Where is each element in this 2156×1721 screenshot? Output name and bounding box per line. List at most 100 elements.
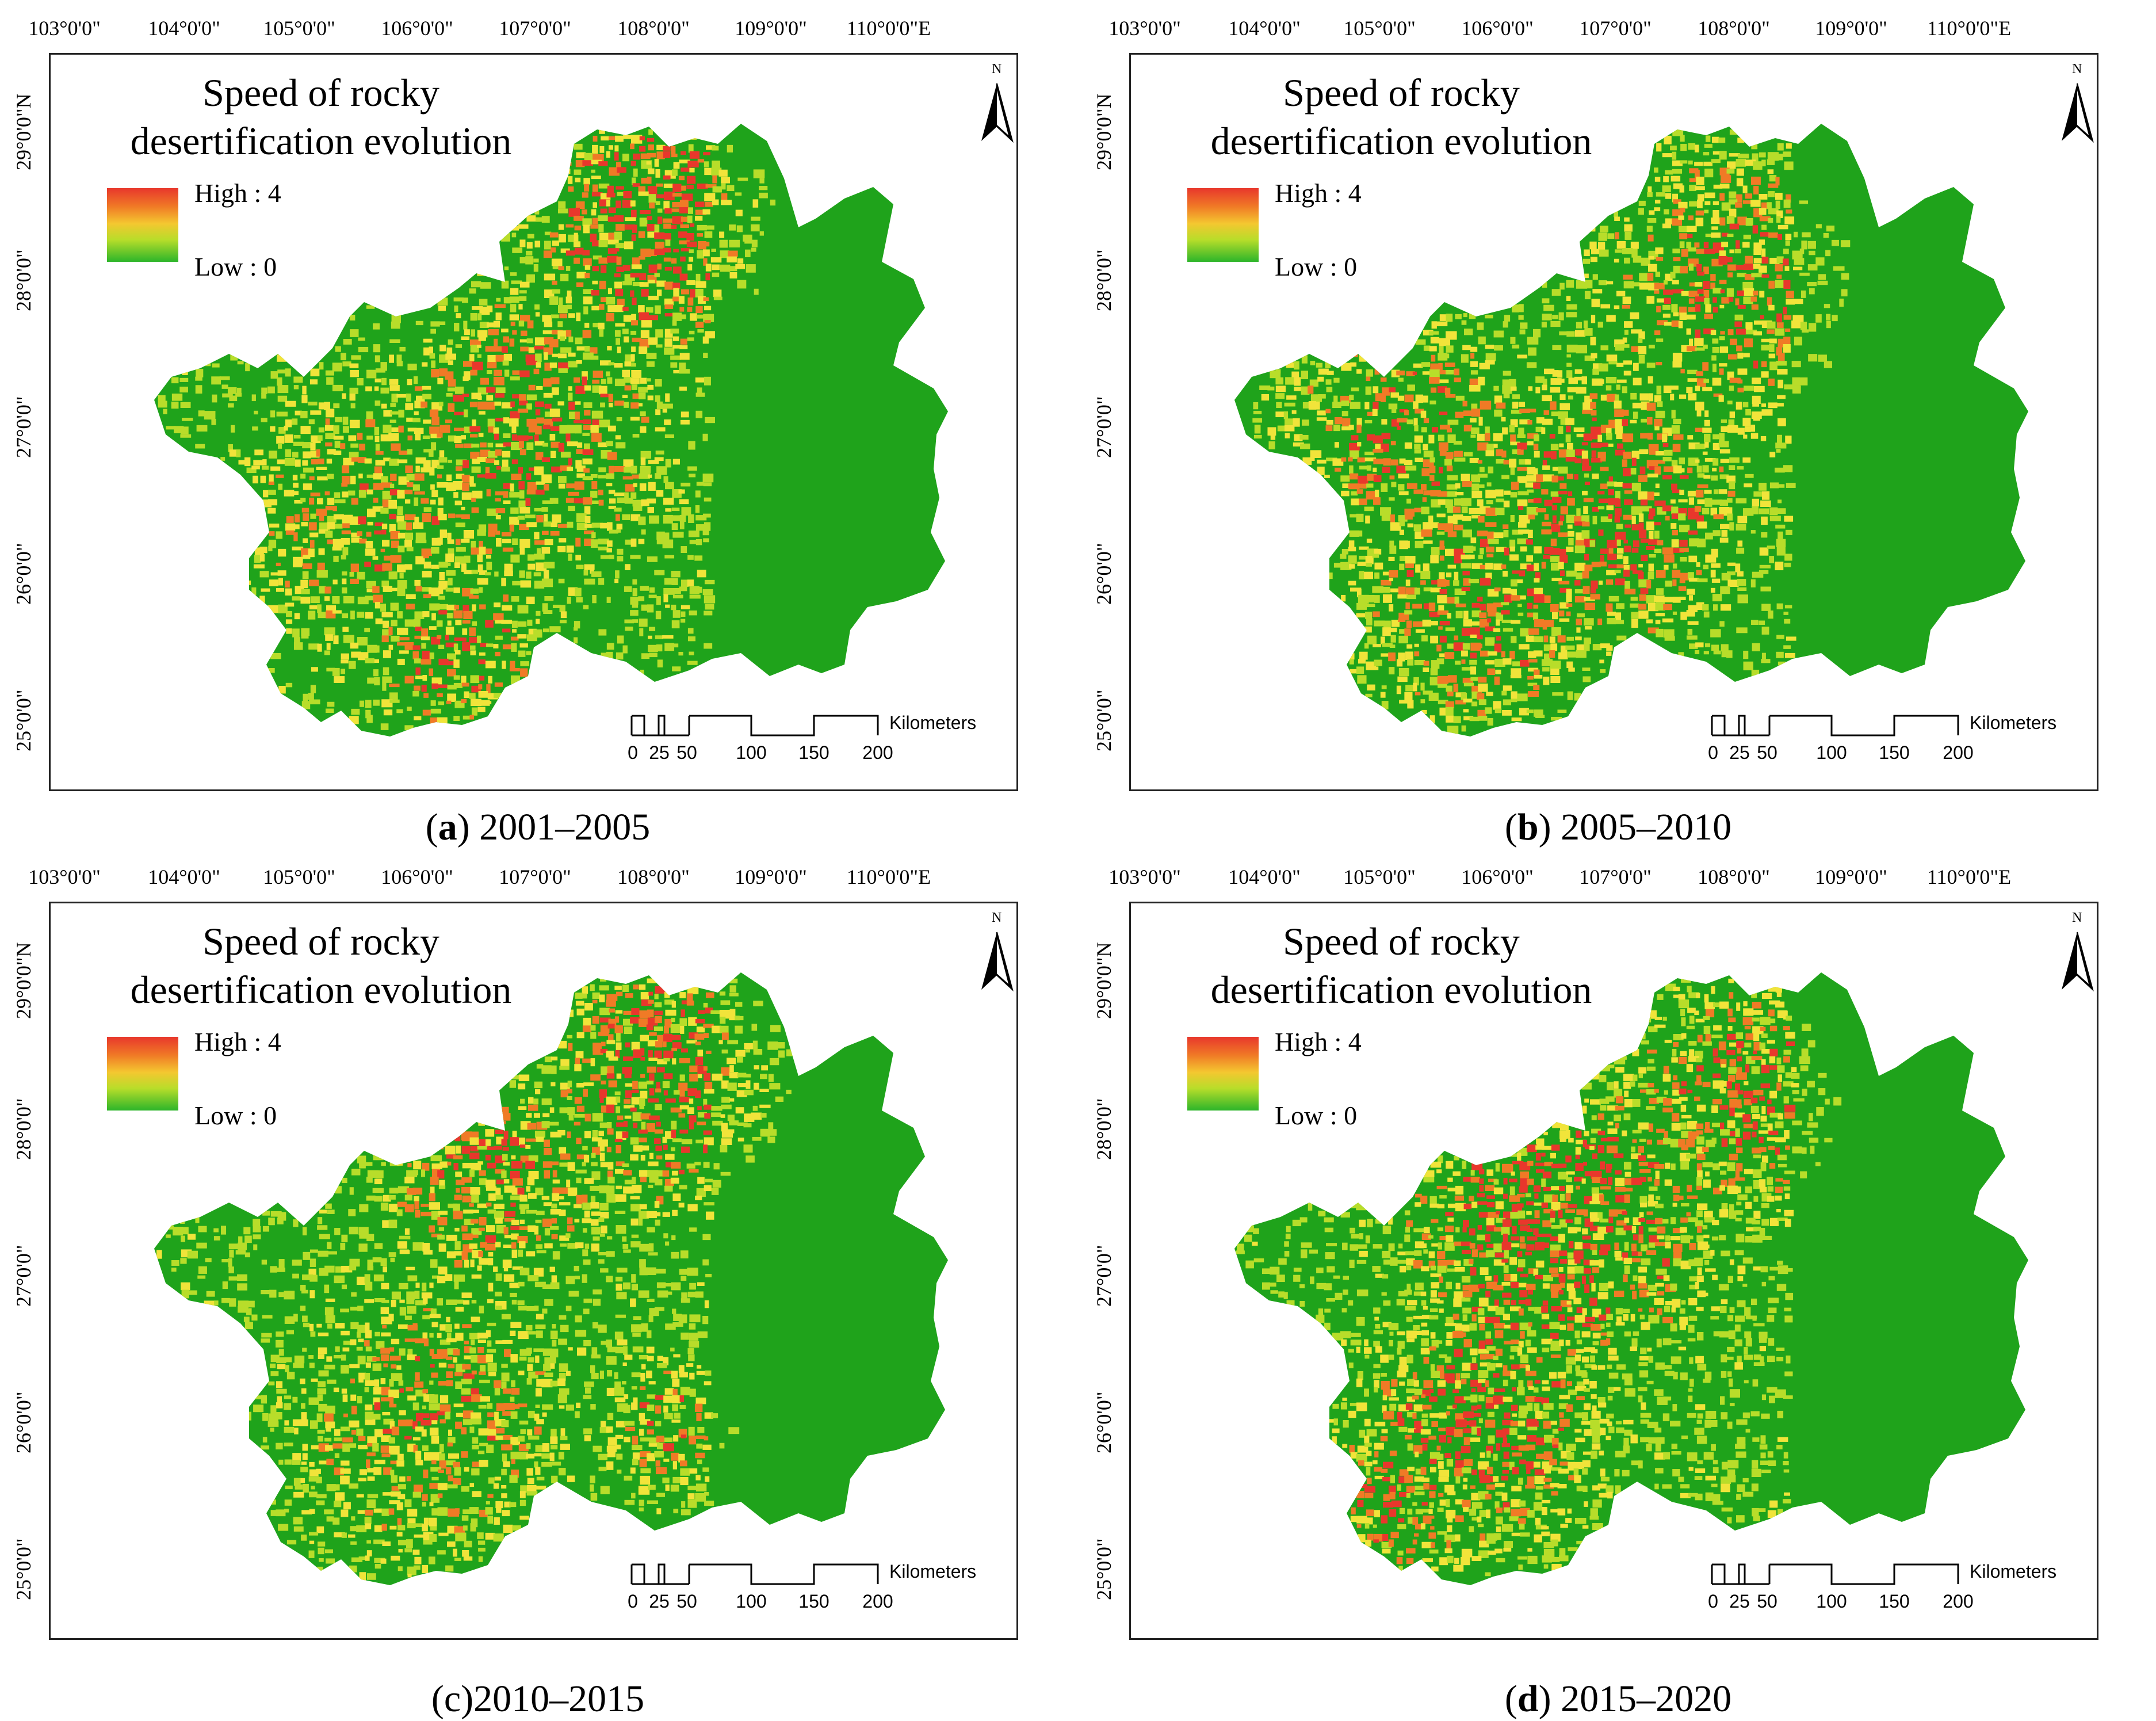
scale-tick-label: 200 <box>1943 742 1974 763</box>
speed-raster <box>156 975 793 1581</box>
north-arrow-icon <box>981 83 1014 143</box>
legend-high-label: High : 4 <box>1275 178 1362 208</box>
scale-tick-label: 200 <box>862 1591 893 1612</box>
scale-bar-graphic <box>630 1563 879 1585</box>
panel-letter: a <box>438 806 457 848</box>
scale-bar-graphic <box>1711 715 1959 737</box>
longitude-label: 108°0'0" <box>1698 17 1770 40</box>
longitude-label: 109°0'0" <box>735 865 807 888</box>
longitude-label: 104°0'0" <box>1228 865 1301 888</box>
north-label: N <box>2072 62 2082 77</box>
longitude-label: 107°0'0" <box>499 17 571 40</box>
scale-tick-label: 100 <box>736 742 767 763</box>
map-frame: Speed of rocky desertification evolution… <box>1129 902 2098 1640</box>
panel-period: 2005–2010 <box>1551 806 1732 848</box>
longitude-label: 106°0'0" <box>1461 17 1534 40</box>
north-label: N <box>992 62 1002 77</box>
latitude-label: 26°0'0" <box>1092 543 1115 605</box>
longitude-label: 106°0'0" <box>1461 865 1534 888</box>
legend-title: Speed of rocky desertification evolution <box>130 919 512 1012</box>
longitude-label: 108°0'0" <box>1698 865 1770 888</box>
latitude-label: 27°0'0" <box>12 396 35 458</box>
longitude-label: 110°0'0"E <box>1926 865 2012 888</box>
map-frame: Speed of rocky desertification evolution… <box>1129 53 2098 791</box>
north-arrow-icon <box>2062 932 2094 992</box>
scale-bar: 0 25 50 100 150 200 Kilometers <box>1706 1556 2097 1631</box>
latitude-label: 26°0'0" <box>12 1391 35 1453</box>
latitude-label: 28°0'0" <box>1092 249 1115 311</box>
legend-high-label: High : 4 <box>1275 1027 1362 1056</box>
province-map <box>1234 972 2028 1585</box>
province-base <box>1234 124 2028 737</box>
panel-period: 2001–2005 <box>469 806 651 848</box>
speed-raster <box>158 129 776 731</box>
map-frame: Speed of rocky desertification evolution… <box>49 902 1018 1640</box>
legend-title: Speed of rocky desertification evolution <box>1210 71 1592 163</box>
province-map <box>1234 124 2028 737</box>
scale-tick-label: 0 <box>1708 742 1718 763</box>
scale-tick-label: 150 <box>1879 1591 1910 1612</box>
longitude-label: 105°0'0" <box>263 17 335 40</box>
longitude-label: 110°0'0"E <box>846 865 931 888</box>
panel-letter: b <box>1517 806 1539 848</box>
north-label: N <box>992 910 1002 925</box>
latitude-label: 26°0'0" <box>1092 1391 1115 1453</box>
scale-tick-label: 25 <box>1729 1591 1750 1612</box>
scale-units-label: Kilometers <box>1970 1561 2057 1582</box>
scale-tick-label: 200 <box>862 742 893 763</box>
longitude-label: 110°0'0"E <box>846 17 931 40</box>
panel-letter: c <box>444 1678 461 1720</box>
scale-tick-label: 100 <box>1816 742 1847 763</box>
legend-color-ramp <box>107 188 178 262</box>
legend-color-ramp <box>1187 1037 1259 1111</box>
longitude-label: 108°0'0" <box>617 865 690 888</box>
map-frame: Speed of rocky desertification evolution… <box>49 53 1018 791</box>
latitude-label: 28°0'0" <box>1092 1098 1115 1160</box>
latitude-label: 26°0'0" <box>12 543 35 605</box>
scale-tick-label: 150 <box>798 1591 829 1612</box>
longitude-label: 105°0'0" <box>1343 865 1416 888</box>
latitude-label: 25°0'0" <box>1092 1538 1115 1600</box>
scale-bar: 0 25 50 100 150 200 Kilometers <box>626 708 1016 783</box>
legend-color-ramp <box>107 1037 178 1111</box>
scale-tick-label: 25 <box>1729 742 1750 763</box>
latitude-label: 29°0'0"N <box>12 942 35 1019</box>
panel-letter: d <box>1517 1678 1539 1720</box>
map-panel-a: 103°0'0" 104°0'0" 105°0'0" 106°0'0" 107°0'0"… <box>0 0 1076 849</box>
latitude-label: 27°0'0" <box>1092 396 1115 458</box>
longitude-label: 103°0'0" <box>28 865 101 888</box>
latitude-label: 27°0'0" <box>1092 1245 1115 1307</box>
scale-tick-label: 0 <box>628 1591 638 1612</box>
longitude-label: 109°0'0" <box>1815 865 1887 888</box>
legend-high-label: High : 4 <box>194 1027 281 1056</box>
longitude-label: 107°0'0" <box>1579 865 1652 888</box>
legend-high-label: High : 4 <box>194 178 281 208</box>
province-map <box>154 972 948 1585</box>
longitude-label: 107°0'0" <box>1579 17 1652 40</box>
scale-tick-label: 0 <box>628 742 638 763</box>
legend-low-label: Low : 0 <box>1275 1101 1358 1130</box>
latitude-label: 25°0'0" <box>1092 689 1115 751</box>
legend-low-label: Low : 0 <box>194 1101 277 1130</box>
map-panel-d: 103°0'0" 104°0'0" 105°0'0" 106°0'0" 107°0'0"… <box>1080 849 2156 1720</box>
latitude-label: 25°0'0" <box>12 689 35 751</box>
legend-title: Speed of rocky desertification evolution <box>130 71 512 163</box>
longitude-label: 106°0'0" <box>381 865 453 888</box>
panel-period: 2015–2020 <box>1551 1678 1732 1720</box>
province-base <box>154 972 948 1585</box>
province-map <box>154 124 948 737</box>
longitude-label: 103°0'0" <box>1108 865 1181 888</box>
north-arrow-icon <box>2062 83 2094 143</box>
panel-caption: (b) 2005–2010 <box>1504 806 1732 848</box>
scale-tick-label: 150 <box>798 742 829 763</box>
longitude-label: 110°0'0"E <box>1926 17 2012 40</box>
scale-tick-label: 50 <box>676 742 697 763</box>
scale-bar: 0 25 50 100 150 200 Kilometers <box>626 1556 1016 1631</box>
scale-bar-graphic <box>630 715 879 737</box>
longitude-label: 104°0'0" <box>148 865 220 888</box>
latitude-label: 29°0'0"N <box>12 93 35 170</box>
scale-bar-graphic <box>1711 1563 1959 1585</box>
legend-title: Speed of rocky desertification evolution <box>1210 919 1592 1012</box>
scale-units-label: Kilometers <box>1970 712 2057 733</box>
scale-tick-label: 0 <box>1708 1591 1718 1612</box>
